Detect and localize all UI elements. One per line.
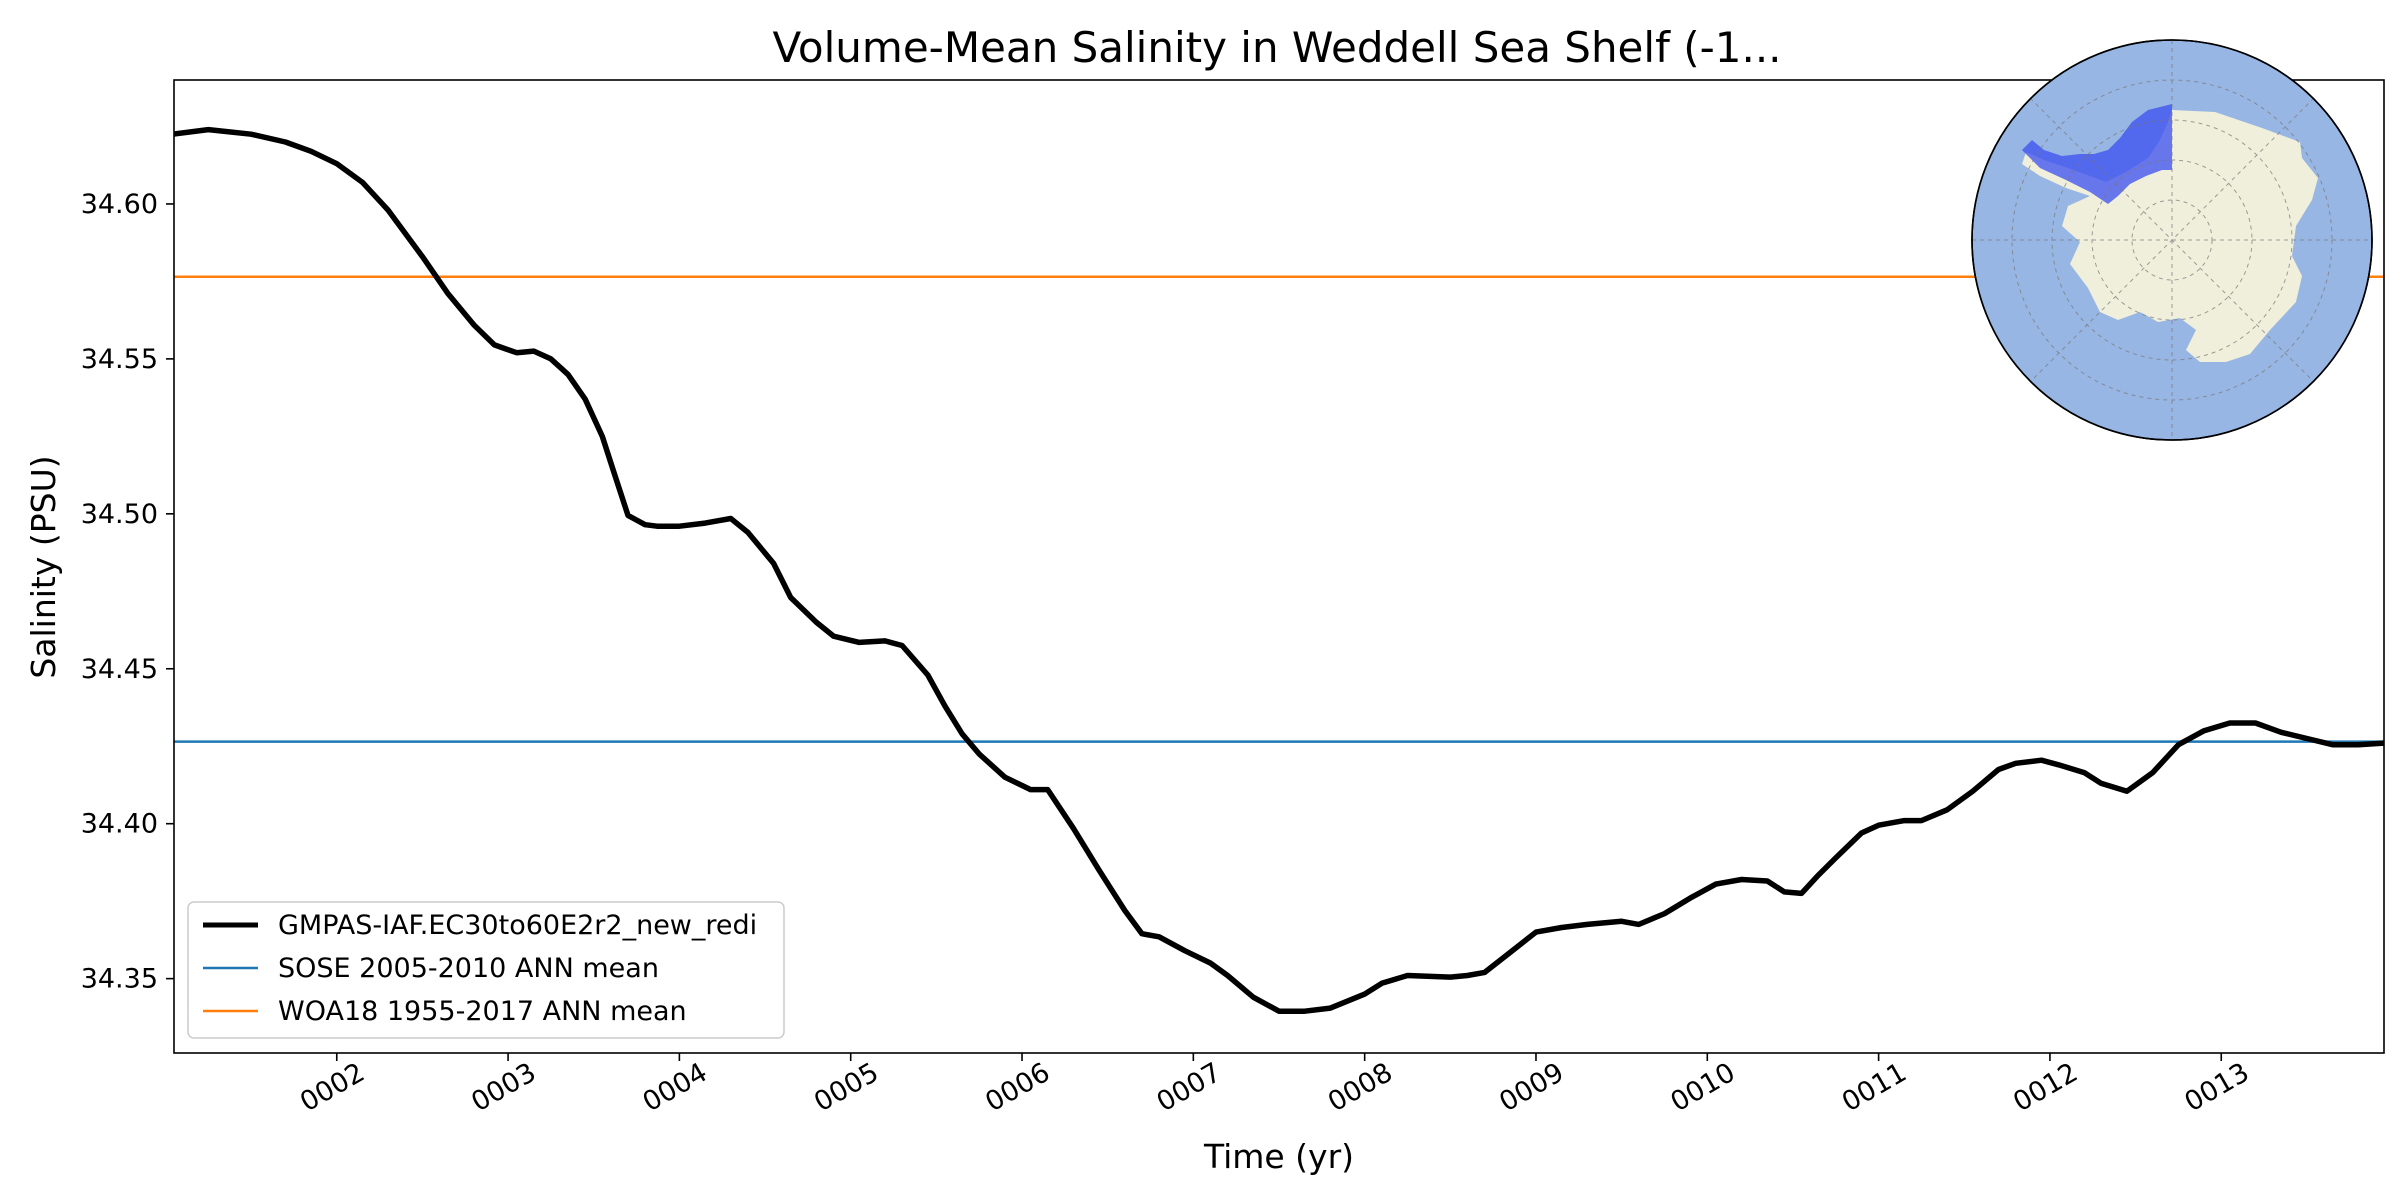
- y-tick-label: 34.60: [81, 189, 158, 220]
- y-tick-label: 34.45: [81, 654, 158, 685]
- x-tick-label: 0010: [1666, 1057, 1741, 1118]
- x-tick-label: 0004: [638, 1057, 713, 1118]
- y-axis-label: Salinity (PSU): [24, 455, 63, 678]
- y-tick-label: 34.55: [81, 344, 158, 375]
- x-tick-label: 0006: [980, 1057, 1055, 1118]
- series-0-line: [174, 126, 2384, 1014]
- weddell-sea-region: [2022, 104, 2172, 204]
- x-axis-label: Time (yr): [1203, 1137, 1354, 1176]
- antarctica-polar-map-icon: [1971, 39, 2373, 441]
- legend-label-model: GMPAS-IAF.EC30to60E2r2_new_redi: [278, 910, 757, 941]
- x-tick-label: 0007: [1152, 1057, 1227, 1118]
- legend: GMPAS-IAF.EC30to60E2r2_new_redi SOSE 200…: [187, 901, 785, 1039]
- chart-title: Volume-Mean Salinity in Weddell Sea Shel…: [772, 23, 1781, 72]
- x-tick-label: 0011: [1837, 1057, 1912, 1118]
- y-tick-label: 34.35: [81, 964, 158, 995]
- y-tick-label: 34.50: [81, 499, 158, 530]
- x-tick-label: 0002: [295, 1057, 370, 1118]
- x-tick-label: 0008: [1323, 1057, 1398, 1118]
- x-tick-label: 0012: [2008, 1057, 2083, 1118]
- legend-label-woa18: WOA18 1955-2017 ANN mean: [278, 996, 687, 1027]
- x-tick-label: 0005: [809, 1057, 884, 1118]
- x-tick-label: 0013: [2179, 1057, 2254, 1118]
- map-graticule: [1972, 40, 2372, 440]
- axes-frame: [173, 79, 2385, 1054]
- x-tick-label: 0003: [466, 1057, 541, 1118]
- legend-label-sose: SOSE 2005-2010 ANN mean: [278, 953, 659, 984]
- y-tick-label: 34.40: [81, 809, 158, 840]
- legend-box: [187, 901, 785, 1039]
- x-tick-label: 0009: [1494, 1057, 1569, 1118]
